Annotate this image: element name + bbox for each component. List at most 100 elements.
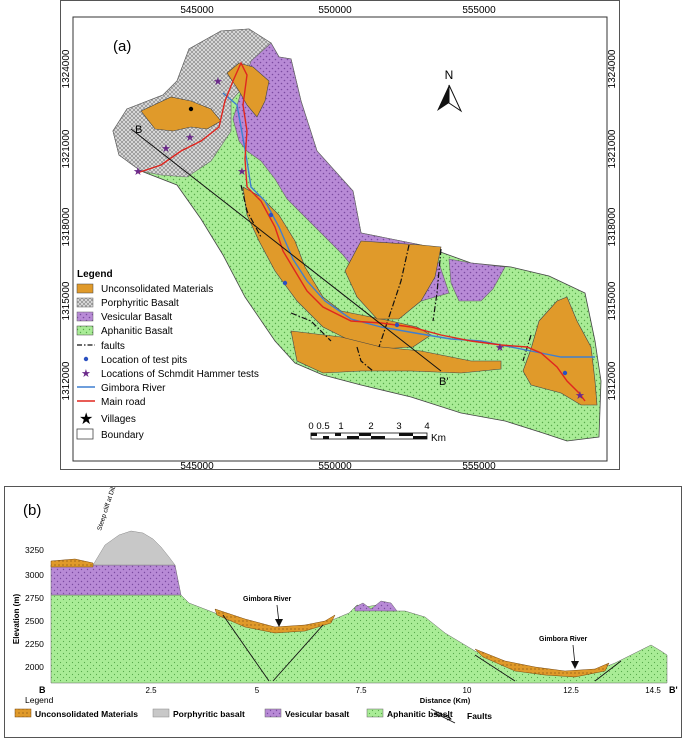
x-tick-14-5: 14.5	[645, 686, 661, 695]
legend-label-villages: Villages	[101, 414, 136, 425]
geologic-map-svg: 545000 550000 555000 545000 550000 55500…	[61, 5, 618, 472]
main-road	[136, 61, 586, 402]
river-annotation-2: Gimbora River	[539, 636, 588, 643]
test-pit	[282, 280, 288, 286]
x-tick-7-5: 7.5	[355, 686, 367, 695]
legend-symbol-boundary	[76, 428, 94, 440]
unconsolidated-deposit-valley-1	[214, 608, 336, 634]
legend-label-unconsolidated: Unconsolidated Materials	[101, 284, 213, 295]
unconsolidated-deposit-valley-2	[474, 648, 610, 678]
legend-label-test-pits: Location of test pits	[101, 355, 187, 366]
y-tick-2750: 2750	[25, 593, 44, 603]
legend-b-swatch-porphyritic	[152, 708, 170, 718]
legend-b-label-unconsolidated: Unconsolidated Materials	[35, 709, 138, 719]
scale-label-0-5: 0.5	[316, 421, 329, 432]
vesicular-basalt-layer	[50, 564, 182, 596]
cross-section-legend: Legend Unconsolidated Materials Porphyri…	[14, 695, 492, 724]
legend-label-schmidt: Locations of Schmdit Hammer tests	[101, 369, 259, 380]
x-tick-top-1: 545000	[180, 5, 214, 16]
x-tick-10: 10	[463, 686, 472, 695]
x-tick-bottom-3: 555000	[462, 461, 496, 469]
y-tick-left-3: 1318000	[61, 207, 72, 246]
north-label: N	[445, 68, 454, 82]
legend-symbol-test-pit	[83, 356, 89, 362]
y-axis-label: Elevation (m)	[12, 594, 21, 645]
legend-b-label-vesicular: Vesicular basalt	[285, 709, 349, 719]
y-tick-right-3: 1318000	[607, 207, 618, 246]
cross-section-panel: (b) Elevation (m) 3250 3000 2750 2500 22…	[4, 470, 682, 738]
river-arrowhead-2-icon	[571, 661, 579, 669]
cross-section-svg: (b) Elevation (m) 3250 3000 2750 2500 22…	[12, 470, 678, 724]
village-marker	[188, 106, 194, 112]
legend-b-label-porphyritic: Porphyritic basalt	[173, 709, 245, 719]
schmidt-marker: ★	[161, 143, 171, 155]
schmidt-marker: ★	[213, 76, 223, 88]
section-end-label-b: B'	[669, 685, 678, 695]
legend-label-faults: faults	[101, 341, 125, 352]
legend-label-vesicular: Vesicular Basalt	[101, 312, 172, 323]
x-tick-top-3: 555000	[462, 5, 496, 16]
river-annotation-1: Gimbora River	[243, 596, 292, 603]
scale-unit: Km	[431, 433, 446, 444]
legend-label-porphyritic: Porphyritic Basalt	[101, 298, 179, 309]
legend-label-road: Main road	[101, 397, 145, 408]
north-arrow-icon-right	[448, 84, 463, 113]
river-arrowhead-1-icon	[275, 619, 283, 627]
schmidt-marker: ★	[495, 342, 505, 354]
fault-lines	[240, 184, 532, 372]
panel-b-label: (b)	[23, 502, 41, 519]
north-arrow-icon	[437, 85, 449, 111]
legend-title: Legend	[77, 269, 113, 280]
schmidt-marker: ★	[185, 132, 195, 144]
unconsolidated-materials-east	[522, 296, 598, 406]
y-tick-left-1: 1324000	[61, 49, 72, 88]
porphyritic-basalt-layer	[92, 530, 176, 566]
legend-symbol-schmidt-star-icon: ★	[81, 368, 91, 380]
legend-b-title: Legend	[25, 695, 54, 705]
section-start-label: B	[135, 124, 142, 136]
legend-swatch-aphanitic	[76, 325, 94, 336]
panel-a-label: (a)	[113, 38, 131, 55]
test-pit	[562, 370, 568, 376]
study-area-geology	[112, 28, 602, 442]
legend-label-aphanitic: Aphanitic Basalt	[101, 326, 173, 337]
legend-b-swatch-vesicular	[264, 708, 282, 718]
legend-symbol-village-star-icon: ★	[79, 411, 93, 428]
cross-section-faults	[222, 614, 622, 682]
y-tick-right-4: 1315000	[607, 281, 618, 320]
y-tick-2500: 2500	[25, 616, 44, 626]
y-tick-3250: 3250	[25, 545, 44, 555]
legend-b-label-faults: Faults	[467, 711, 492, 721]
legend-b-fault-symbol-icon	[430, 708, 456, 724]
section-start-label-b: B	[39, 685, 46, 695]
scale-bar: 0 0.5 1 2 3 4 Km	[308, 421, 446, 444]
vesicular-basalt-hill	[354, 600, 398, 612]
scale-label-0: 0	[308, 421, 313, 432]
north-arrow: N	[437, 68, 463, 113]
x-tick-5: 5	[255, 686, 260, 695]
cliff-annotation: Steep cliff at Dib area	[96, 487, 122, 532]
x-tick-top-2: 550000	[318, 5, 352, 16]
x-axis-label: Distance (Km)	[420, 696, 471, 705]
scale-label-3: 3	[396, 421, 401, 432]
x-tick-bottom-2: 550000	[318, 461, 352, 469]
vesicular-basalt-pocket	[448, 258, 506, 302]
y-tick-right-5: 1312000	[607, 361, 618, 400]
cross-section-line	[130, 128, 442, 372]
x-tick-12-5: 12.5	[563, 686, 579, 695]
unconsolidated-deposit-west	[50, 558, 94, 568]
y-tick-right-1: 1324000	[607, 49, 618, 88]
unconsolidated-materials-north	[226, 62, 270, 118]
schmidt-hammer-markers: ★ ★ ★ ★ ★ ★ ★	[133, 76, 585, 402]
unconsolidated-materials-nw	[140, 96, 222, 132]
scale-label-1: 1	[338, 421, 343, 432]
schmidt-marker: ★	[133, 166, 143, 178]
legend-label-boundary: Boundary	[101, 430, 144, 441]
section-end-label: B'	[439, 376, 448, 388]
y-tick-left-4: 1315000	[61, 281, 72, 320]
y-tick-2250: 2250	[25, 639, 44, 649]
unconsolidated-materials-central	[344, 240, 442, 320]
test-pit	[268, 212, 274, 218]
legend-b-swatch-unconsolidated	[14, 708, 32, 718]
x-tick-2-5: 2.5	[145, 686, 157, 695]
